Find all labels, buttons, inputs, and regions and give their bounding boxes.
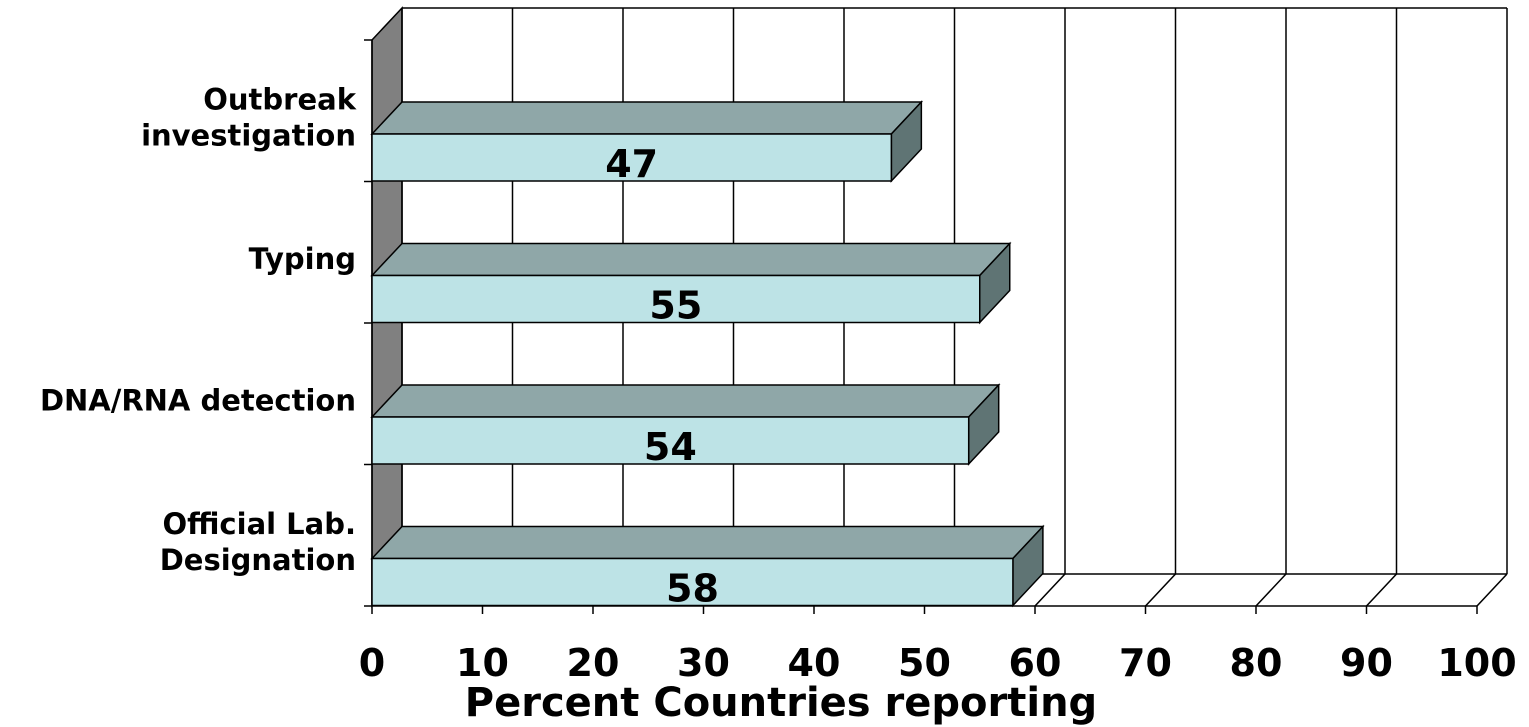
x-tick-labels: 0 10 20 30 40 50 60 70 80 90 100 (359, 641, 1517, 685)
x-tick-label: 10 (456, 641, 509, 685)
x-tick-label: 40 (788, 641, 841, 685)
x-tick-label: 80 (1230, 641, 1283, 685)
x-tick-label: 30 (677, 641, 730, 685)
bar-front-face (371, 557, 1014, 607)
floor-gridline (1476, 573, 1508, 607)
bar: 47 (370, 100, 924, 186)
bar: 54 (370, 383, 1001, 469)
category-label: DNA/RNA detection (40, 384, 356, 418)
bar-front-face (371, 133, 893, 182)
x-tick-label: 100 (1437, 641, 1516, 685)
category-label-line: investigation (141, 119, 356, 153)
x-tick-label: 50 (898, 641, 951, 685)
category-label: Official Lab. Designation (160, 507, 356, 577)
x-tick-label: 0 (359, 641, 385, 685)
x-tick-label: 90 (1340, 641, 1393, 685)
bars: 58 54 55 47 (370, 100, 1045, 611)
bar-front-face (371, 416, 970, 465)
bar: 55 (370, 241, 1012, 328)
floor-gridline (1034, 573, 1066, 607)
category-label-line: Outbreak (203, 83, 356, 117)
x-tick-label: 60 (1009, 641, 1062, 685)
category-label-line: Official Lab. (162, 507, 356, 541)
bar-top-face (370, 242, 1012, 277)
bar-value-label: 55 (649, 284, 702, 328)
bar-top-face (370, 101, 924, 135)
floor-gridline (1255, 573, 1287, 607)
category-label: Typing (249, 242, 356, 276)
x-tick-label: 20 (567, 641, 620, 685)
category-labels: Official Lab. Designation DNA/RNA detectio… (40, 83, 357, 578)
x-axis-title: Percent Countries reporting (465, 680, 1097, 726)
category-label-line: DNA/RNA detection (40, 384, 356, 418)
category-label-line: Typing (249, 242, 356, 276)
bar-value-label: 47 (605, 142, 658, 186)
floor-gridline (1365, 573, 1398, 607)
bar-front-face (371, 274, 981, 324)
bar-value-label: 58 (666, 567, 719, 611)
category-label: Outbreak investigation (141, 83, 357, 153)
floor-gridline (1144, 573, 1177, 607)
x-tick-label: 70 (1119, 641, 1172, 685)
category-label-line: Designation (160, 543, 356, 577)
bar-top-face (370, 384, 1001, 418)
bar-top-face (370, 525, 1045, 560)
bar-value-label: 54 (644, 425, 697, 469)
bar: 58 (370, 524, 1045, 611)
